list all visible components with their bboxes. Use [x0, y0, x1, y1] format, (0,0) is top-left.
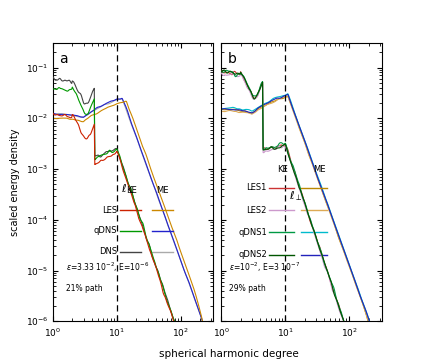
Text: LES2: LES2	[247, 206, 267, 214]
Text: 21% path: 21% path	[66, 284, 103, 293]
Text: $\varepsilon$=10$^{-2}$, E=3 10$^{-7}$: $\varepsilon$=10$^{-2}$, E=3 10$^{-7}$	[229, 261, 300, 274]
Text: DNS: DNS	[99, 247, 117, 256]
Text: a: a	[59, 52, 68, 66]
Text: KE: KE	[277, 165, 287, 174]
Text: spherical harmonic degree: spherical harmonic degree	[159, 349, 299, 360]
Text: ME: ME	[156, 186, 169, 195]
Text: b: b	[228, 52, 237, 66]
Text: qDNS1: qDNS1	[238, 228, 267, 237]
Text: ME: ME	[313, 165, 325, 174]
Text: $\ell_\perp$: $\ell_\perp$	[289, 190, 302, 203]
Text: LES: LES	[102, 206, 117, 214]
Text: KE: KE	[126, 186, 137, 195]
Text: 29% path: 29% path	[229, 284, 266, 293]
Text: LES1: LES1	[247, 183, 267, 192]
Text: qDNS: qDNS	[94, 226, 117, 235]
Text: qDNS2: qDNS2	[238, 250, 267, 259]
Y-axis label: scaled energy density: scaled energy density	[10, 129, 20, 236]
Text: $\ell_\perp$: $\ell_\perp$	[121, 182, 134, 196]
Text: $\varepsilon$=3.33 10$^{-2}$, E=10$^{-6}$: $\varepsilon$=3.33 10$^{-2}$, E=10$^{-6}…	[66, 261, 149, 274]
